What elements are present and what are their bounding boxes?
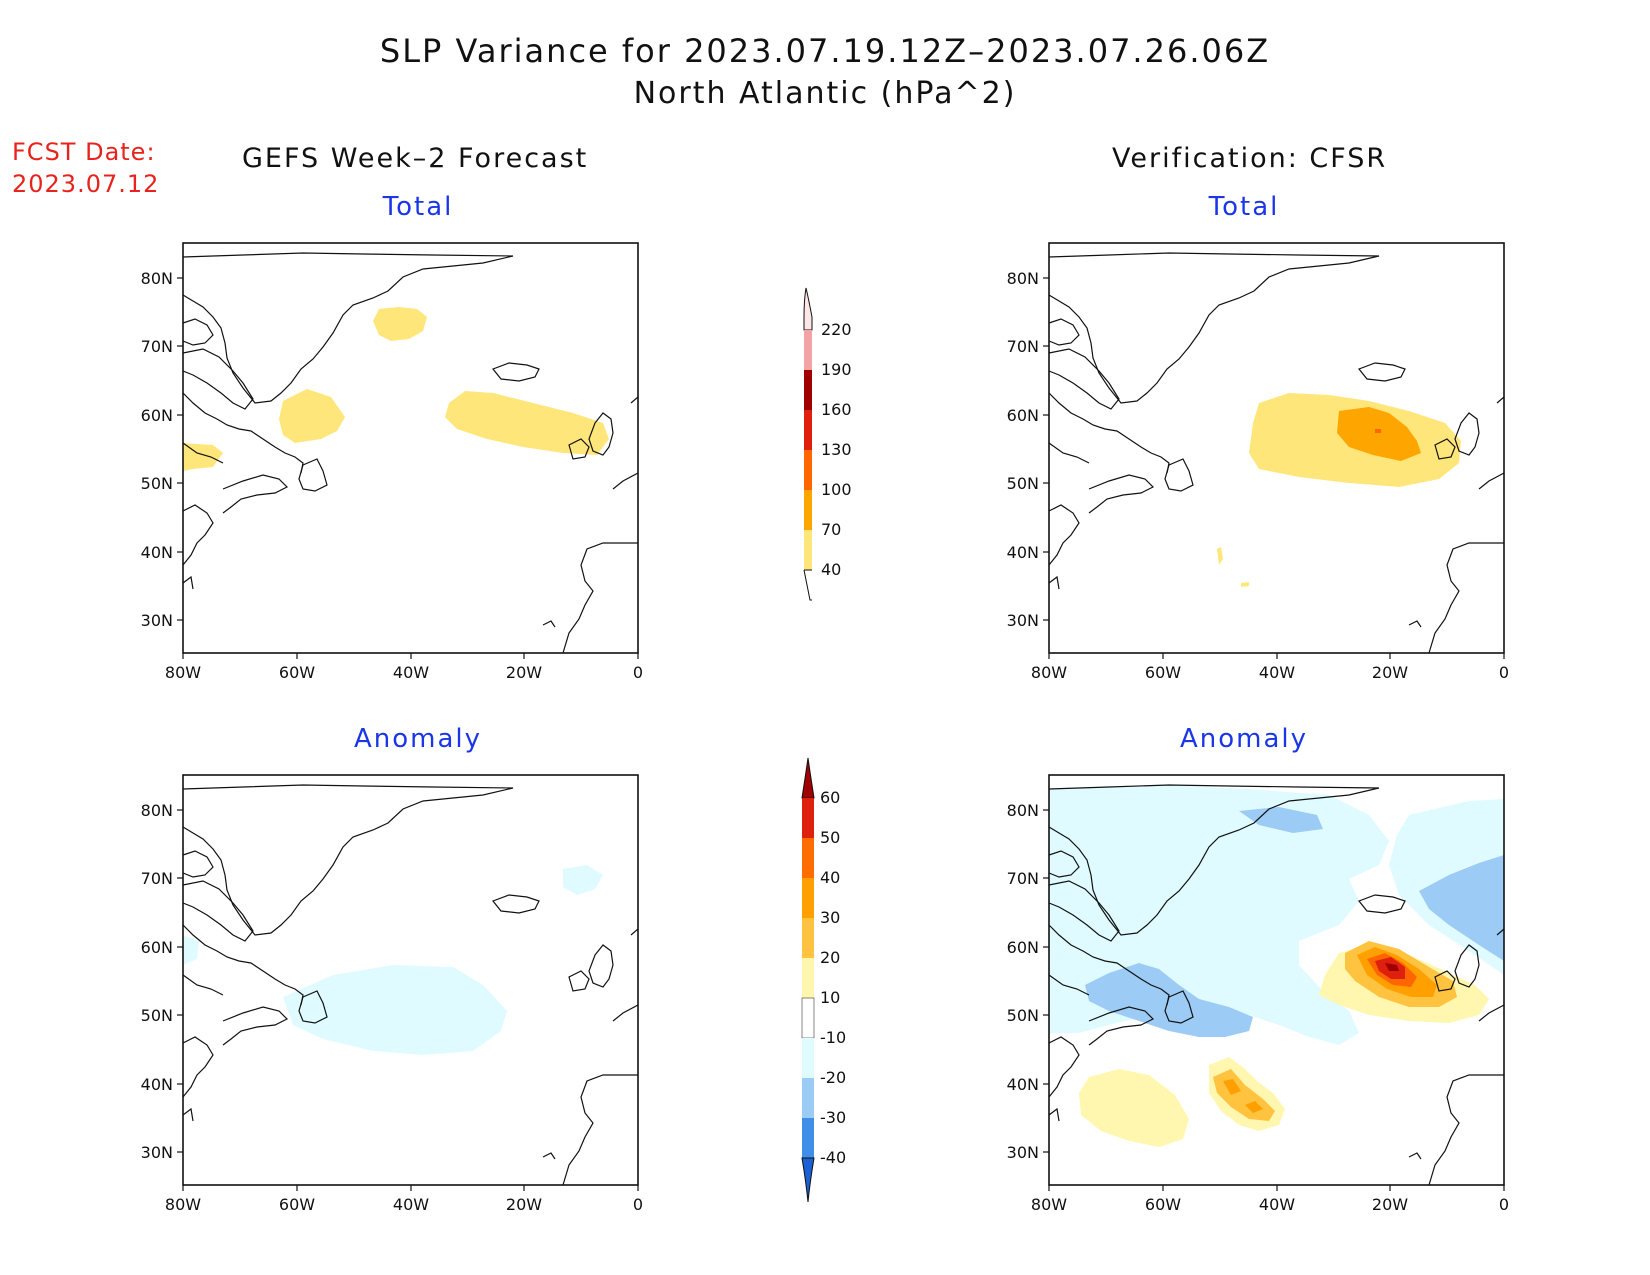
lat-tick-label: 40N: [1007, 1075, 1039, 1094]
lon-tick-label: 20W: [506, 663, 542, 682]
colorbar-variance-swatch-100: [804, 450, 812, 490]
lon-tick-label: 20W: [506, 1195, 542, 1214]
colorbar-variance-swatch-70: [804, 490, 812, 530]
lat-tick-label: 50N: [141, 474, 173, 493]
colorbar-variance-swatch-190: [804, 330, 812, 370]
panel-title-forecast-total: Total: [382, 192, 454, 222]
fcst-date-label: FCST Date:: [12, 138, 156, 166]
lat-tick-label: 80N: [1007, 801, 1039, 820]
colorbar-variance-label-160: 160: [821, 400, 852, 419]
colorbar-variance-label-220: 220: [821, 320, 852, 339]
lon-tick-label: 80W: [165, 1195, 201, 1214]
map-forecast-total: [182, 242, 639, 654]
lat-tick-label: 50N: [141, 1006, 173, 1025]
lat-tick-label: 40N: [1007, 543, 1039, 562]
colorbar-anomaly-label-20: 20: [820, 948, 840, 967]
colorbar-anomaly-label-10: 10: [820, 988, 840, 1007]
lat-tick-label: 80N: [1007, 269, 1039, 288]
lon-tick-label: 60W: [279, 1195, 315, 1214]
lat-tick-label: 50N: [1007, 474, 1039, 493]
lon-tick-label: 0: [633, 1195, 643, 1214]
colorbar-variance-swatch-130: [804, 410, 812, 450]
lon-tick-label: 40W: [393, 663, 429, 682]
lon-tick-label: 40W: [1259, 663, 1295, 682]
colorbar-variance-label-100: 100: [821, 480, 852, 499]
axes-layer: 80N 70N 60N 50N 40N 30N 80W 60W 40W 20W 0 80N 70N 60N…: [141, 269, 1509, 1214]
panel-title-verification-anomaly: Anomaly: [1179, 724, 1309, 754]
colorbar-anomaly-label-m20: -20: [820, 1068, 846, 1087]
lon-tick-label: 60W: [1145, 1195, 1181, 1214]
colorbar-variance-label-70: 70: [821, 520, 841, 539]
lon-tick-label: 60W: [1145, 663, 1181, 682]
colorbar-variance-label-190: 190: [821, 360, 852, 379]
lon-tick-label: 80W: [1031, 1195, 1067, 1214]
colorbar-anomaly-label-50: 50: [820, 828, 840, 847]
lat-tick-label: 70N: [141, 337, 173, 356]
colorbar-variance-swatch-160: [804, 370, 812, 410]
column-title-forecast: GEFS Week–2 Forecast: [242, 143, 589, 174]
map-verification-total: [1048, 242, 1505, 654]
map-verification-anomaly: [1048, 774, 1505, 1186]
lat-tick-label: 30N: [141, 1143, 173, 1162]
main-title: SLP Variance for 2023.07.19.12Z–2023.07.…: [379, 32, 1271, 70]
main-subtitle: North Atlantic (hPa^2): [633, 76, 1017, 111]
fcst-date-value: 2023.07.12: [12, 170, 160, 198]
colorbar-anomaly-label-m10: -10: [820, 1028, 846, 1047]
lon-tick-label: 40W: [393, 1195, 429, 1214]
column-title-verification: Verification: CFSR: [1112, 143, 1388, 174]
panel-title-verification-total: Total: [1208, 192, 1280, 222]
lat-tick-label: 80N: [141, 801, 173, 820]
lat-tick-label: 70N: [1007, 337, 1039, 356]
fcst-date-block: FCST Date: 2023.07.12: [12, 136, 159, 200]
colorbar-anomaly: 60 50 40 30 20 10 -10 -20 -30 -40: [801, 757, 846, 1203]
lon-tick-label: 80W: [165, 663, 201, 682]
lon-tick-label: 40W: [1259, 1195, 1295, 1214]
lat-tick-label: 30N: [1007, 611, 1039, 630]
lon-tick-label: 60W: [279, 663, 315, 682]
lon-tick-label: 0: [633, 663, 643, 682]
lon-tick-label: 0: [1499, 1195, 1509, 1214]
colorbar-anomaly-label-30: 30: [820, 908, 840, 927]
lat-tick-label: 40N: [141, 543, 173, 562]
panel-title-forecast-anomaly: Anomaly: [353, 724, 483, 754]
lat-tick-label: 60N: [1007, 406, 1039, 425]
lat-tick-label: 70N: [1007, 869, 1039, 888]
lat-tick-label: 80N: [141, 269, 173, 288]
colorbar-variance: 220 190 160 130 100 70 40: [803, 287, 852, 601]
lat-tick-label: 50N: [1007, 1006, 1039, 1025]
lat-tick-label: 30N: [141, 611, 173, 630]
colorbar-variance-label-130: 130: [821, 440, 852, 459]
colorbar-anomaly-label-40: 40: [820, 868, 840, 887]
lat-tick-label: 60N: [141, 406, 173, 425]
lat-tick-label: 70N: [141, 869, 173, 888]
colorbar-anomaly-label-60: 60: [820, 788, 840, 807]
lat-tick-label: 40N: [141, 1075, 173, 1094]
lon-tick-label: 20W: [1372, 1195, 1408, 1214]
colorbar-variance-label-40: 40: [821, 560, 841, 579]
colorbar-anomaly-label-m30: -30: [820, 1108, 846, 1127]
colorbar-variance-swatch-40: [804, 530, 812, 570]
colorbar-anomaly-label-m40: -40: [820, 1148, 846, 1167]
lon-tick-label: 20W: [1372, 663, 1408, 682]
lat-tick-label: 30N: [1007, 1143, 1039, 1162]
map-forecast-anomaly: [182, 774, 639, 1186]
lat-tick-label: 60N: [1007, 938, 1039, 957]
lon-tick-label: 0: [1499, 663, 1509, 682]
lat-tick-label: 60N: [141, 938, 173, 957]
lon-tick-label: 80W: [1031, 663, 1067, 682]
